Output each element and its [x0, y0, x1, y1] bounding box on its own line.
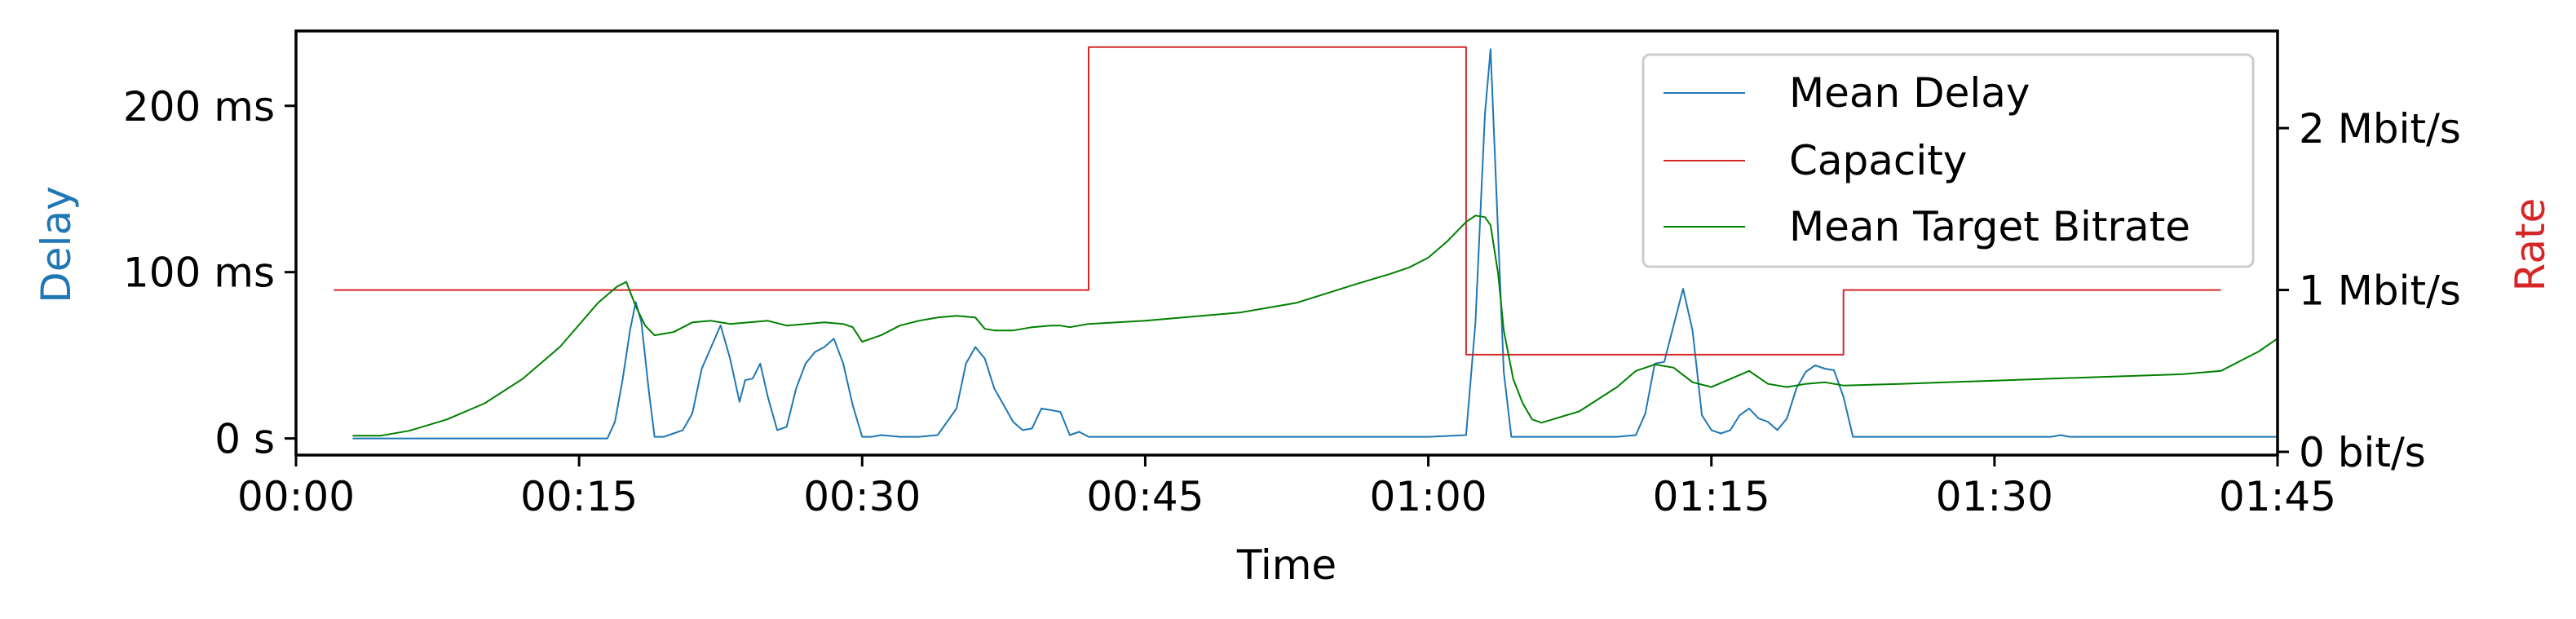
x-tick-label: 00:00	[237, 473, 355, 520]
right-axis-ticks: 0 bit/s 1 Mbit/s 2 Mbit/s	[2278, 105, 2461, 476]
legend-label-mean-delay: Mean Delay	[1789, 69, 2030, 117]
x-tick-label: 01:45	[2219, 473, 2336, 520]
capacity-line	[334, 46, 2221, 356]
right-axis-title: Rate	[2507, 198, 2554, 292]
legend-label-capacity: Capacity	[1789, 137, 1968, 184]
x-tick-label: 00:45	[1086, 473, 1204, 520]
legend: Mean Delay Capacity Mean Target Bitrate	[1641, 53, 2255, 268]
x-tick-label: 00:15	[520, 473, 638, 520]
mean-target-bitrate-line	[352, 214, 2278, 437]
left-tick-label: 100 ms	[123, 250, 275, 297]
legend-box	[1641, 53, 2255, 268]
right-tick-label: 0 bit/s	[2299, 429, 2426, 476]
left-axis-ticks: 0 s 100 ms 200 ms	[123, 83, 296, 463]
x-axis-title: Time	[1236, 542, 1337, 589]
left-tick-label: 200 ms	[123, 83, 275, 130]
x-tick-label: 01:15	[1653, 473, 1770, 520]
right-tick-label: 2 Mbit/s	[2299, 105, 2461, 153]
series-layer	[334, 46, 2278, 440]
plot-frame	[294, 29, 2279, 457]
left-tick-label: 0 s	[214, 416, 275, 463]
x-tick-label: 00:30	[803, 473, 921, 520]
right-tick-label: 1 Mbit/s	[2299, 267, 2461, 315]
legend-label-mean-target-bitrate: Mean Target Bitrate	[1789, 203, 2190, 250]
x-tick-label: 01:30	[1936, 473, 2053, 520]
x-tick-label: 01:00	[1370, 473, 1487, 520]
mean-delay-line	[352, 48, 2278, 440]
left-axis-title: Delay	[33, 186, 80, 303]
x-axis-ticks: 00:00 00:15 00:30 00:45 01:00 01:15 01:30 01:45	[237, 455, 2336, 520]
